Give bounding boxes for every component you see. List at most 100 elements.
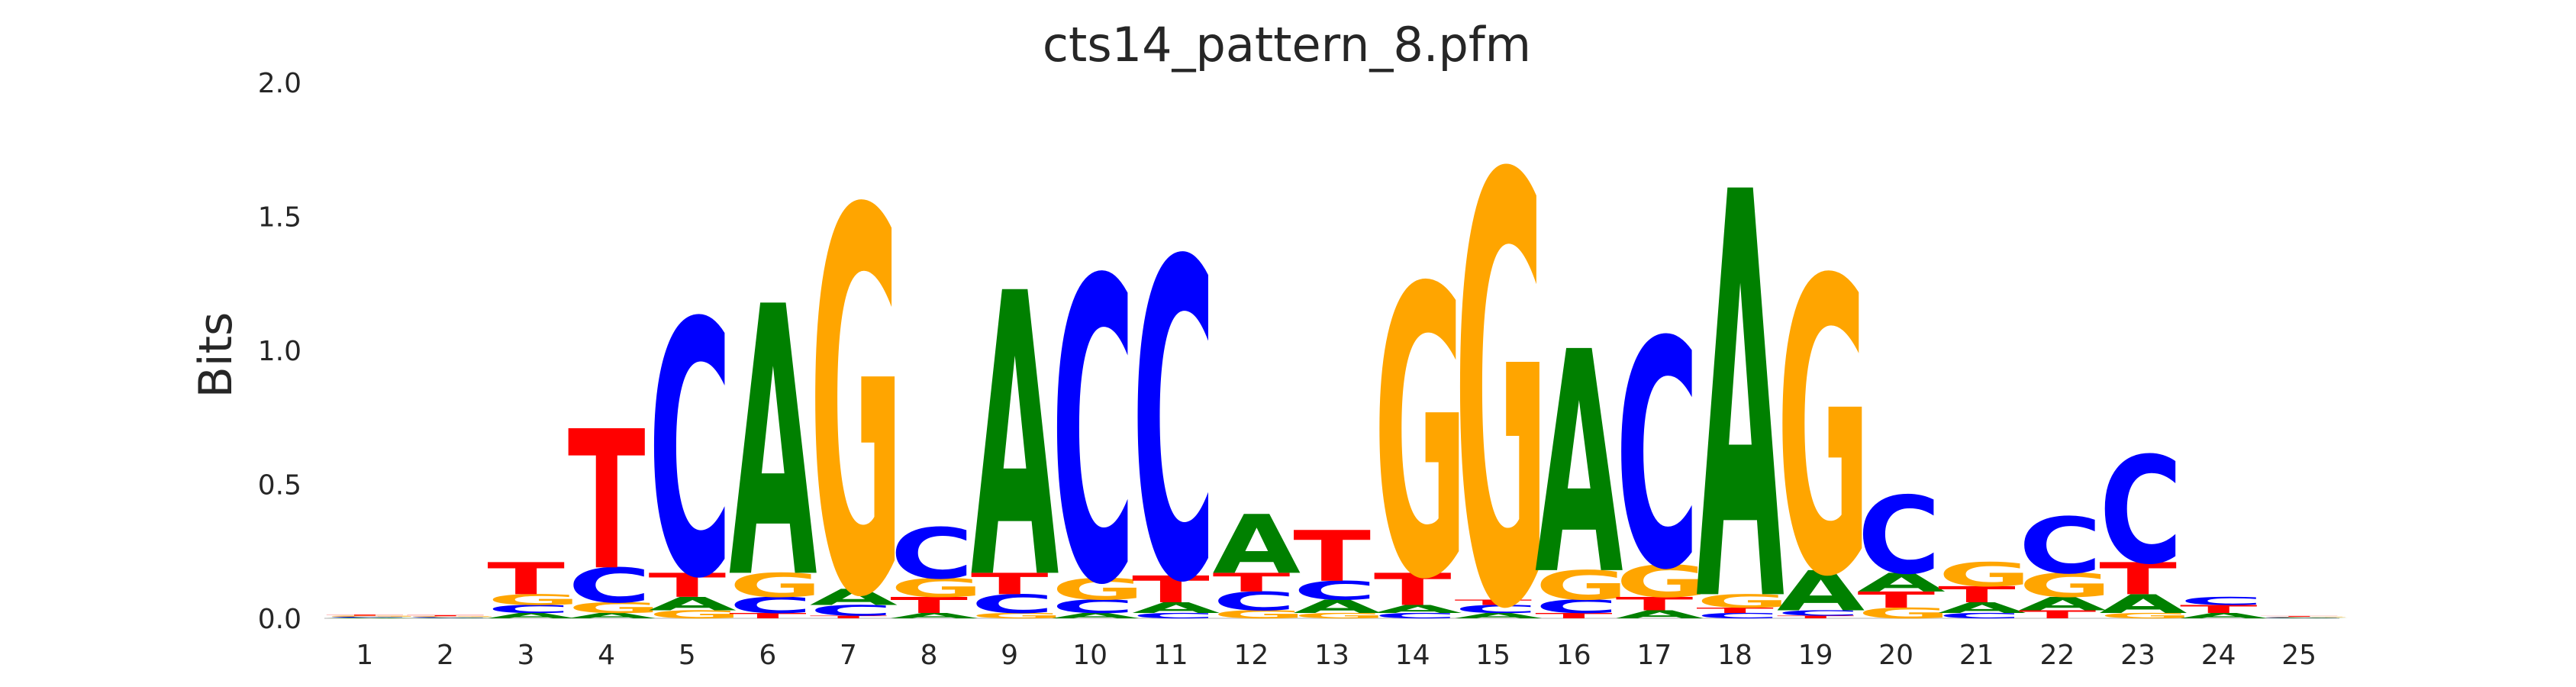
y-tick-label: 1.5: [258, 202, 301, 234]
x-tick-label: 17: [1636, 640, 1672, 671]
logo-letter-G: G: [2019, 566, 2112, 605]
logo-letter-T: T: [487, 553, 565, 605]
logo-letter-A: A: [729, 229, 817, 660]
logo-letter-T: T: [2019, 608, 2097, 621]
logo-letter-C: C: [1616, 275, 1699, 639]
logo-letter-C: C: [729, 592, 812, 618]
logo-column-24: ATC: [2180, 595, 2268, 620]
logo-letter-T: T: [1858, 587, 1936, 613]
x-tick-label: 13: [1314, 640, 1349, 671]
x-tick-label: 11: [1153, 640, 1188, 671]
logo-letter-C: C: [1052, 193, 1135, 676]
logo-letter-C: C: [1938, 611, 2021, 620]
x-tick-label: 22: [2039, 640, 2075, 671]
logo-letter-G: G: [971, 611, 1064, 620]
logo-letter-T: T: [2180, 603, 2258, 616]
logo-letter-C: C: [810, 602, 893, 619]
logo-letter-G: G: [810, 102, 903, 687]
logo-letter-G: G: [2099, 611, 2192, 620]
logo-letter-C: C: [1535, 596, 1618, 618]
logo-letter-A: A: [649, 593, 737, 614]
logo-letter-A: A: [1132, 599, 1220, 616]
logo-letter-C: C: [2019, 502, 2102, 592]
logo-letter-A: A: [1293, 596, 1381, 618]
logo-letter-C: C: [407, 617, 490, 618]
logo-letter-G: G: [1616, 556, 1709, 607]
x-tick-label: 24: [2201, 640, 2236, 671]
logo-letter-C: C: [1132, 170, 1215, 679]
logo-letter-T: T: [649, 566, 727, 605]
logo-letter-C: C: [326, 617, 409, 618]
logo-letter-G: G: [1052, 572, 1145, 607]
x-tick-label: 1: [356, 640, 373, 671]
logo-letter-A: A: [326, 618, 414, 619]
logo-letter-G: G: [407, 616, 500, 618]
logo-letter-G: G: [649, 608, 742, 621]
x-tick-label: 3: [517, 640, 535, 671]
x-tick-label: 4: [598, 640, 615, 671]
logo-letter-T: T: [1132, 569, 1210, 611]
logo-letter-A: A: [1938, 599, 2026, 616]
x-tick-label: 20: [1878, 640, 1913, 671]
logo-letter-T: T: [1938, 582, 2016, 608]
y-axis-label: Bits: [189, 312, 243, 398]
x-tick-label: 15: [1475, 640, 1510, 671]
logo-letter-C: C: [1696, 611, 1779, 620]
logo-letter-G: G: [1374, 205, 1467, 667]
logo-letter-T: T: [1213, 568, 1291, 598]
logo-letter-A: A: [1616, 608, 1704, 621]
logo-letter-T: T: [1455, 598, 1533, 607]
logo-letter-T: T: [1616, 593, 1694, 614]
logo-letter-G: G: [326, 615, 419, 617]
logo-letter-C: C: [2261, 617, 2344, 618]
logo-letter-T: T: [568, 390, 646, 613]
logo-letter-G: G: [729, 566, 822, 605]
logo-letter-T: T: [2261, 616, 2339, 618]
logo-letter-A: A: [1052, 611, 1140, 620]
x-tick-label: 25: [2281, 640, 2316, 671]
y-tick-label: 1.0: [258, 336, 301, 367]
logo-letter-G: G: [1858, 605, 1951, 621]
logo-letter-A: A: [1777, 559, 1865, 623]
logo-letter-T: T: [1777, 615, 1855, 620]
logo-letter-C: C: [487, 603, 570, 616]
logo-letter-A: A: [1858, 568, 1946, 598]
logo-letter-T: T: [810, 615, 888, 620]
logo-letter-C: C: [2099, 425, 2182, 597]
logo-letter-C: C: [2180, 595, 2263, 608]
logo-letter-G: G: [1777, 195, 1870, 666]
logo-letter-C: C: [1858, 475, 1941, 598]
logo-letter-C: C: [1455, 603, 1538, 616]
x-tick-label: 19: [1798, 640, 1833, 671]
y-tick-label: 0.5: [258, 470, 301, 502]
x-tick-label: 23: [2120, 640, 2155, 671]
logo-letter-G: G: [1696, 591, 1789, 612]
x-tick-label: 6: [759, 640, 776, 671]
logo-letter-A: A: [568, 611, 656, 620]
logo-letter-C: C: [568, 558, 651, 614]
logo-letter-A: A: [1455, 611, 1543, 620]
x-tick-label: 5: [679, 640, 696, 671]
logo-letter-C: C: [649, 250, 732, 656]
logo-letter-G: G: [568, 599, 661, 616]
logo-letter-C: C: [1293, 576, 1376, 606]
x-tick-label: 8: [920, 640, 938, 671]
x-tick-label: 18: [1717, 640, 1752, 671]
logo-letter-A: A: [1696, 77, 1785, 687]
x-tick-label: 10: [1072, 640, 1107, 671]
